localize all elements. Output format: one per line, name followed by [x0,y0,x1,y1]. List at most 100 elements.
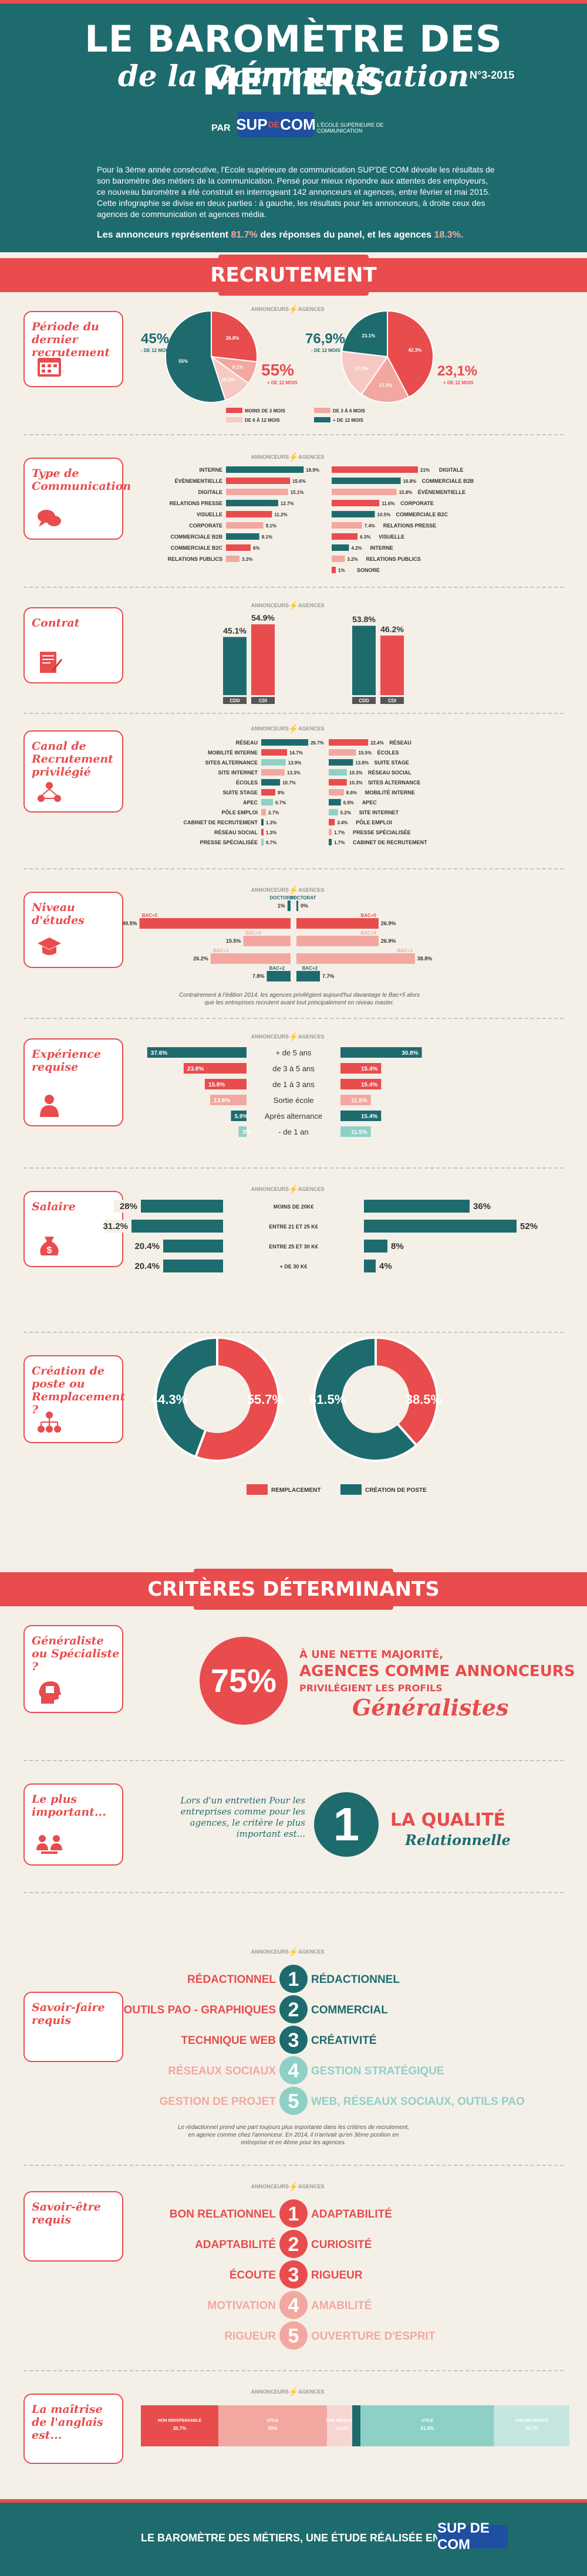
type-annonceurs-label: COMMERCIALE B2B [170,534,222,540]
niveau-agences-value: 26.9% [381,938,396,944]
salaire-annonceurs-value: 20.4% [134,1241,160,1251]
legend-bolt: ⚡ [288,2182,298,2192]
divider [23,868,564,869]
row-canal: Canal de Recrutement privilégié [23,730,123,813]
canal-annonceurs-label: PÔLE EMPLOI [221,809,258,815]
type-annonceurs-value: 3.3% [242,557,252,562]
savoir-faire-annonceurs-item: GESTION DE PROJET [160,2096,276,2108]
type-annonceurs-value: 11.2% [274,512,287,517]
agences-remplacement-value: 38.5% [406,1392,442,1407]
type-agences-value: 21% [420,468,430,473]
legend-annonceurs: ANNONCEURS [251,1034,289,1040]
savoir-faire-note: Le rédactionnel prend une part toujours … [177,2124,410,2146]
important-question: Lors d'un entretien Pour les entreprises… [180,1795,305,1839]
contrat-value: 46.2% [380,624,404,634]
anglais-agences-segment [352,2405,361,2446]
pie-slice-label: 17.3% [355,366,369,371]
share-prefix: Les annonceurs représentent [97,230,229,240]
savoir-etre-rank-number: 2 [288,2233,299,2256]
type-agences-bar [332,522,362,529]
type-annonceurs-label: RELATIONS PRESSE [170,500,222,506]
canal-agences-bar [329,799,341,805]
salaire-annonceurs-bar [131,1220,223,1233]
savoir-faire-agences-item: CRÉATIVITÉ [311,2034,377,2047]
canal-annonceurs-bar [261,779,281,786]
important-answer-1: LA QUALITÉ [390,1810,506,1830]
experience-agences-bar [340,1126,371,1137]
canal-agences-bar [329,779,347,786]
type-agences-label: VISUELLE [379,534,404,540]
canal-annonceurs-label: ÉCOLES [236,780,258,786]
salaire-annonceurs-value: 20.4% [134,1261,160,1271]
row-label: Canal de Recrutement privilégié [32,740,113,778]
anglais-annonceurs-value: 50% [268,2426,278,2431]
divider [23,713,564,714]
savoir-etre-agences-item: OUVERTURE D'ESPRIT [311,2330,436,2343]
contrat-tick [223,697,247,704]
divider [23,2165,564,2166]
canal-agences-bar [329,749,356,756]
section-banner-criteres: CRITÈRES DÉTERMINANTS [0,1569,587,1610]
legend-agences: AGENCES [298,306,325,312]
experience-agences-value: 15.4% [361,1066,377,1072]
row-label: Niveau d'études [32,901,85,927]
canal-annonceurs-bar [261,799,274,805]
legend-agences: AGENCES [298,454,325,460]
anglais-annonceurs-value: 35.7% [173,2426,187,2431]
canal-agences-value: 22.4% [370,740,384,746]
savoir-etre-agences-item: ADAPTABILITÉ [311,2208,392,2220]
generaliste-line-3: PRIVILÉGIENT LES PROFILS [299,1683,443,1694]
anglais-agences-value: 34.7% [525,2426,538,2431]
salaire-category: ENTRE 25 ET 30 K€ [269,1244,318,1250]
footer-stripe [0,2499,587,2503]
banner-tab [194,1569,393,1610]
anglais-agences-label: UNE NÉCESSITÉ [515,2418,549,2423]
canal-annonceurs-label: SITES ALTERNANCE [205,760,258,766]
important-answer-2: Relationnelle [405,1832,511,1849]
graduation-cap-icon [38,937,61,955]
type-agences-value: 6.3% [360,534,370,540]
experience-annonceurs-bar [238,1126,247,1137]
canal-annonceurs-value: 0.7% [266,840,276,845]
niveau-agences-value: 38.8% [417,956,433,962]
type-annonceurs-label: VISUELLE [197,512,222,517]
page-title: LE BAROMÈTRE DES MÉTIERS [85,18,502,103]
niveau-annonceurs-bar [287,901,291,911]
savoir-faire-agences-item: WEB, RÉSEAUX SOCIAUX, OUTILS PAO [311,2095,525,2108]
salaire-agences-value: 52% [520,1221,538,1231]
legend-agences: AGENCES [298,1949,325,1955]
niveau-annonceurs-value: 26.2% [193,956,208,962]
type-annonceurs-bar [226,533,259,540]
type-agences-label: DIGITALE [439,467,463,473]
type-annonceurs-value: 8.1% [262,534,272,540]
niveau-agences-value: 7.7% [322,973,335,979]
important-rank: 1 [314,1792,379,1857]
experience-annonceurs-value: 3% [242,1129,251,1136]
canal-annonceurs-bar [261,809,266,815]
calendar-icon [38,358,61,377]
share-mid: des réponses du panel, et les agences [260,230,432,240]
niveau-annonceurs-value: 7.8% [252,973,265,979]
donut-hole [183,1365,251,1433]
row-plus-important: Le plus important... [23,1783,123,1866]
savoir-faire-rank-circle [279,2087,308,2115]
experience-annonceurs-value: 5.9% [234,1113,248,1120]
niveau-annonceurs-value: 1% [278,903,285,909]
anglais-annonceurs-value: 14.3% [336,2426,349,2431]
experience-annonceurs-bar [210,1095,247,1105]
savoir-faire-annonceurs-item: OUTILS PAO - GRAPHIQUES [124,2004,276,2016]
experience-category: de 1 à 3 ans [272,1080,315,1089]
network-icon [38,782,61,802]
canal-annonceurs-bar [261,819,264,825]
footer: LE BAROMÈTRE DES MÉTIERS, UNE ÉTUDE RÉAL… [0,2499,587,2576]
salaire-agences-bar [364,1220,517,1233]
supdecom-logo: SUP DE COM [236,111,316,137]
niveau-agences-label: DOCTORAT [269,895,296,901]
anglais-annonceurs-label: NON INDISPENSABLE [158,2419,202,2423]
canal-agences-value: 1.7% [334,830,345,835]
salaire-agences-bar [364,1240,387,1253]
experience-agences-value: 15.4% [361,1113,377,1120]
money-bag-icon: $ [40,1237,59,1255]
canal-agences-label: ÉCOLES [377,750,399,756]
savoir-etre-rank-number: 4 [288,2294,299,2317]
